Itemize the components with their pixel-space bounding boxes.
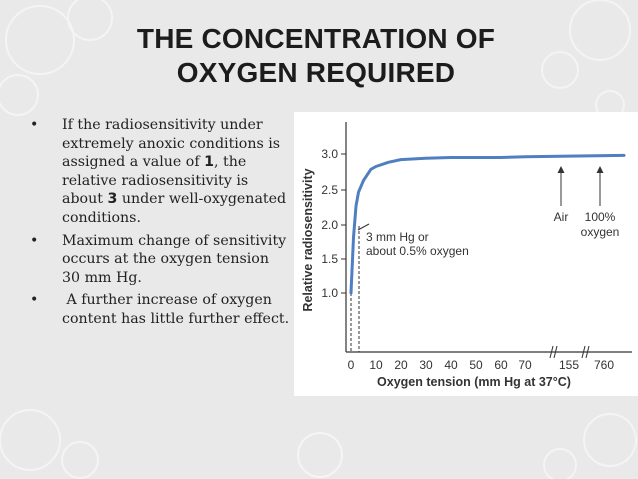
x-tick-label: 60: [494, 358, 508, 372]
bullet-list: • If the radiosensitivity under extremel…: [30, 116, 290, 333]
x-tick-label: 50: [469, 358, 483, 372]
oxygen-chart: 1.0 1.5 2.0 2.5 3.0 0 10 20 30 40 50 60 …: [301, 122, 632, 389]
x-tick-label: 155: [559, 358, 579, 372]
x-tick-label: 10: [369, 358, 383, 372]
x-axis-label: Oxygen tension (mm Hg at 37°C): [377, 375, 571, 389]
bullet-item: • A further increase of oxygen content h…: [30, 291, 290, 328]
bullet-item: • Maximum change of sensitivity occurs a…: [30, 232, 290, 288]
annotation-leader: [357, 223, 370, 231]
bullet-text: A further increase of oxygen content has…: [62, 292, 290, 327]
x-tick-label: 0: [348, 358, 355, 372]
axis-break-1: [549, 345, 558, 359]
oxygen-arrowhead: [596, 166, 604, 173]
y-ticks: [341, 153, 346, 294]
bullet-text: , the relative radiosensitivity is about: [62, 154, 249, 208]
bullet-text: under well-oxygenated conditions.: [62, 191, 287, 226]
x-tick-label: 40: [444, 358, 458, 372]
x-tick-label: 20: [394, 358, 408, 372]
y-tick-label: 2.0: [321, 218, 338, 232]
y-tick-label: 1.0: [321, 286, 338, 300]
bullet-text: Maximum change of sensitivity occurs at …: [62, 232, 287, 286]
air-arrowhead: [557, 166, 565, 173]
bullet-marker: •: [30, 232, 39, 249]
bullet-text: If the radiosensitivity under extremely …: [62, 117, 281, 171]
bold-value: 1: [204, 154, 214, 171]
bullet-marker: •: [30, 292, 39, 309]
chart-panel: 1.0 1.5 2.0 2.5 3.0 0 10 20 30 40 50 60 …: [294, 112, 638, 396]
bullet-marker: •: [30, 117, 39, 133]
annotation-3mmhg-line2: about 0.5% oxygen: [366, 244, 469, 258]
y-tick-label: 2.5: [321, 183, 338, 197]
title-line-1: THE CONCENTRATION OF: [136, 23, 496, 54]
annotation-3mmhg-line1: 3 mm Hg or: [366, 230, 429, 244]
bullet-item: • If the radiosensitivity under extremel…: [30, 116, 290, 228]
x-tick-label: 70: [518, 358, 532, 372]
y-axis-label: Relative radiosensitivity: [301, 168, 315, 311]
bold-value: 3: [107, 191, 118, 208]
x-tick-label: 760: [594, 358, 614, 372]
title-line-2: OXYGEN REQUIRED: [176, 57, 456, 88]
sensitivity-curve: [349, 153, 626, 295]
annotation-air: Air: [554, 210, 569, 224]
y-tick-label: 3.0: [321, 147, 338, 161]
annotation-100pct-line2: oxygen: [581, 225, 620, 239]
slide-title: THE CONCENTRATION OF OXYGEN REQUIRED: [96, 22, 536, 90]
annotation-100pct-line1: 100%: [585, 210, 616, 224]
y-tick-label: 1.5: [321, 252, 338, 266]
axis-break-2: [581, 345, 590, 359]
x-tick-label: 30: [419, 358, 433, 372]
